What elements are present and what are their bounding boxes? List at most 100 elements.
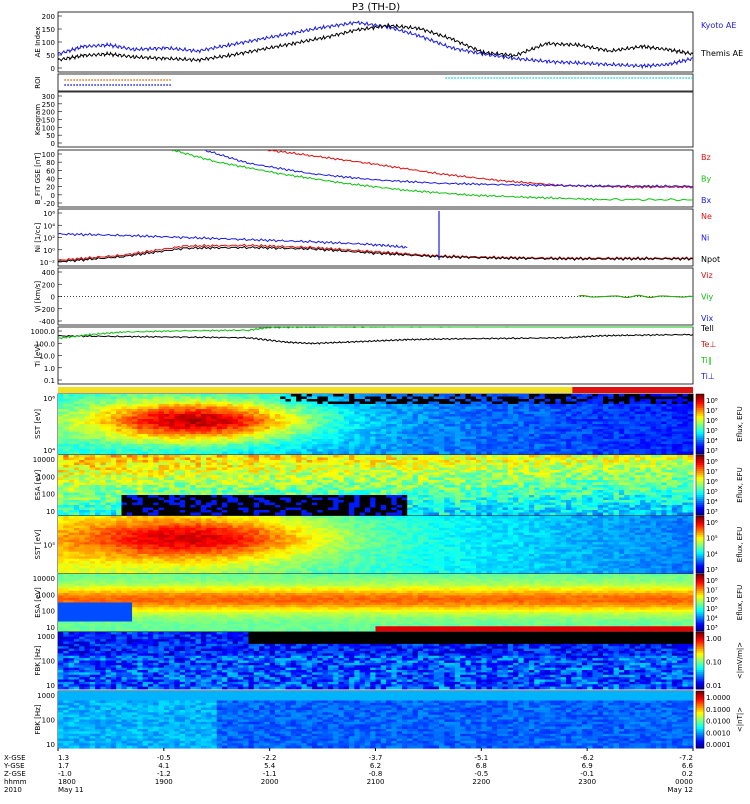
sst_e-cell [280, 394, 286, 397]
esa_e-cell [63, 503, 69, 506]
sst_e-cell [111, 442, 117, 445]
sst_e-cell [635, 394, 641, 397]
esa_e-cell [328, 485, 334, 488]
esa_e-cell [259, 495, 265, 498]
sst_e-cell [630, 432, 636, 435]
sst_e-cell [645, 434, 651, 437]
sst_e-cell [249, 447, 255, 450]
sst_e-cell [296, 412, 302, 415]
sst_e-cell [264, 452, 270, 455]
sst_e-cell [63, 439, 69, 442]
sst_e-cell [317, 432, 323, 435]
sst_e-cell [180, 422, 186, 425]
keogram-frame [58, 92, 693, 147]
esa_e-cell [211, 455, 217, 458]
sst_e-cell [370, 414, 376, 417]
sst_e-cell [159, 417, 165, 420]
sst_e-cell [275, 424, 281, 427]
esa_e-cell [159, 493, 165, 496]
sst_e-cell [323, 437, 329, 440]
sst_e-cell [397, 422, 403, 425]
sst_e-cell [169, 417, 175, 420]
esa_e-cell [122, 513, 128, 516]
sst_e-cell [286, 402, 292, 405]
esa_e-cell [354, 455, 360, 458]
sst_e-cell [386, 449, 392, 452]
sst_e-cell [233, 414, 239, 417]
esa_e-cell [376, 508, 382, 511]
sst_e-cell [190, 414, 196, 417]
sst_e-cell [492, 399, 498, 402]
esa_e-cell [460, 488, 466, 491]
sst_e-cell [455, 417, 461, 420]
esa_e-cell [100, 503, 106, 506]
sst_e-cell [428, 404, 434, 407]
esa_e-cell [275, 490, 281, 493]
esa_e-cell [143, 475, 149, 478]
sst_e-cell [190, 432, 196, 435]
esa_e-cell [217, 490, 223, 493]
sst_e-cell [74, 432, 80, 435]
sst_e-cell [481, 424, 487, 427]
sst_e-cell [206, 422, 212, 425]
sst_e-cell [561, 447, 567, 450]
sst_e-cell [143, 394, 149, 397]
sst_e-cell [497, 437, 503, 440]
esa_e-cell [291, 500, 297, 503]
esa_e-cell [270, 485, 276, 488]
sst_e-cell [555, 437, 561, 440]
esa_e-cell [312, 508, 318, 511]
sst_e-cell [439, 424, 445, 427]
esa_e-cell [243, 485, 249, 488]
sst_e-cell [227, 399, 233, 402]
sst_e-cell [58, 442, 64, 445]
sst_e-cell [651, 439, 657, 442]
sst_e-cell [619, 434, 625, 437]
sst_e-cell [630, 447, 636, 450]
sst_e-cell [587, 409, 593, 412]
sst_e-cell [381, 407, 387, 410]
sst_e-cell [603, 439, 609, 442]
sst_e-cell [571, 407, 577, 410]
esa_e-cell [185, 470, 191, 473]
esa_e-cell [391, 505, 397, 508]
esa_e-cell [227, 490, 233, 493]
sst_e-cell [100, 414, 106, 417]
esa_e-cell [63, 458, 69, 461]
sst_e-cell [439, 394, 445, 397]
esa_e-cell [275, 500, 281, 503]
esa_e-cell [307, 478, 313, 481]
esa_e-cell [370, 460, 376, 463]
sst_e-cell [608, 429, 614, 432]
sst_e-cell [291, 409, 297, 412]
sst_e-cell [169, 429, 175, 432]
sst_e-cell [661, 404, 667, 407]
sst_e-cell [132, 434, 138, 437]
sst_e-cell [122, 424, 128, 427]
esa_e-cell [428, 480, 434, 483]
esa_e-cell [238, 505, 244, 508]
esa_e-cell [259, 505, 265, 508]
sst_e-cell [312, 417, 318, 420]
sst_e-cell [159, 399, 165, 402]
esa_e-cell [444, 513, 450, 516]
esa_e-colorbar-tick: 10⁴ [706, 498, 718, 506]
sst_e-cell [301, 429, 307, 432]
sst_e-cell [296, 444, 302, 447]
esa_e-cell [249, 493, 255, 496]
esa_e-cell [471, 500, 477, 503]
sst_e-cell [513, 449, 519, 452]
esa_e-cell [434, 480, 440, 483]
esa_e-cell [386, 470, 392, 473]
sst_e-cell [317, 442, 323, 445]
sst_e-cell [111, 424, 117, 427]
sst_e-cell [333, 447, 339, 450]
esa_e-cell [413, 473, 419, 476]
sst_e-cell [656, 439, 662, 442]
esa_e-cell [169, 510, 175, 513]
sst_e-cell [143, 427, 149, 430]
sst_e-cell [608, 399, 614, 402]
esa_e-cell [238, 508, 244, 511]
sst_e-cell [545, 447, 551, 450]
esa_e-cell [201, 508, 207, 511]
